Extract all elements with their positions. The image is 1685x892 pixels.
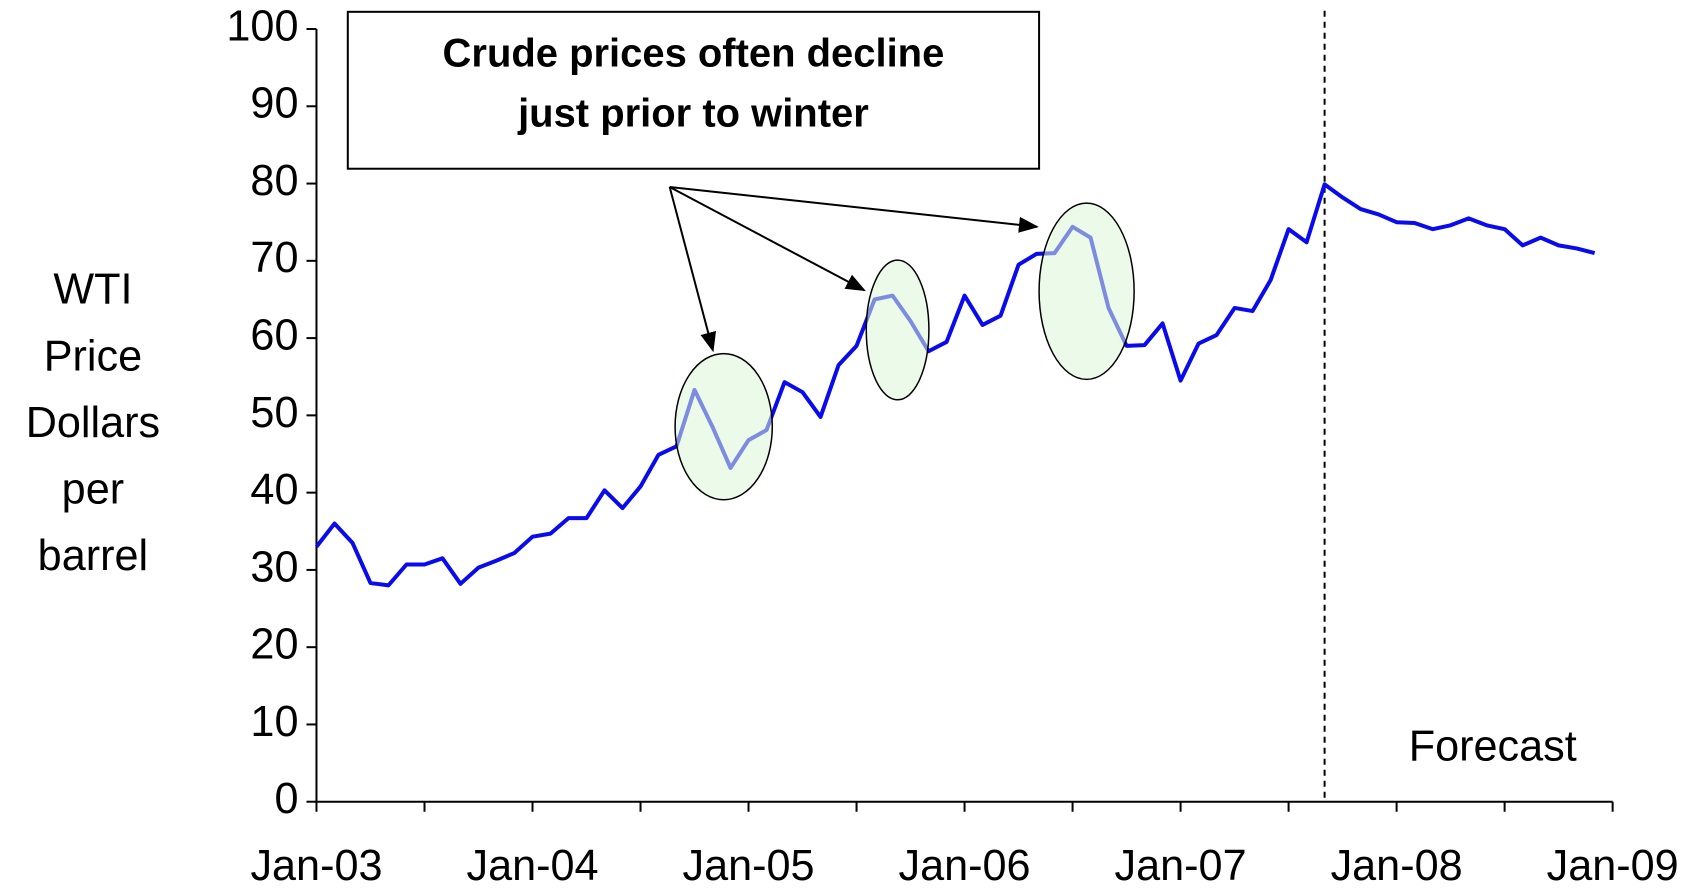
y-tick-label: 100 [226, 2, 298, 50]
x-tick-label: Jan-05 [682, 842, 814, 890]
y-tick-label: 10 [250, 698, 298, 746]
y-axis-label: barrel [38, 532, 148, 580]
highlight-ellipse [674, 352, 774, 501]
x-tick-label: Jan-09 [1547, 842, 1679, 890]
y-axis-label: WTI [53, 266, 132, 314]
y-tick-label: 30 [250, 543, 298, 591]
highlight-ellipse [1038, 202, 1135, 381]
y-tick-label: 70 [250, 234, 298, 282]
callout-text: just prior to winter [517, 92, 869, 136]
y-tick-label: 80 [250, 157, 298, 205]
y-axis-label: per [62, 466, 124, 514]
y-tick-label: 50 [250, 389, 298, 437]
y-tick-label: 40 [250, 466, 298, 514]
price-line [314, 182, 1596, 588]
x-tick-label: Jan-04 [466, 842, 598, 890]
y-tick-label: 0 [274, 775, 298, 823]
callout-arrow [669, 186, 866, 292]
x-tick-label: Jan-03 [250, 842, 382, 890]
highlight-ellipse [865, 259, 930, 401]
y-tick-label: 90 [250, 80, 298, 128]
y-axis-label: Dollars [26, 399, 160, 447]
x-tick-label: Jan-08 [1331, 842, 1463, 890]
callout-arrow [669, 186, 1039, 233]
callout-text: Crude prices often decline [443, 31, 945, 75]
callout-box [346, 10, 1041, 170]
x-tick-label: Jan-06 [899, 842, 1031, 890]
forecast-label: Forecast [1409, 722, 1577, 770]
y-axis-label: Price [44, 332, 142, 380]
y-tick-label: 60 [250, 312, 298, 360]
y-tick-label: 20 [250, 621, 298, 669]
x-tick-label: Jan-07 [1115, 842, 1247, 890]
callout-arrow [668, 186, 717, 353]
